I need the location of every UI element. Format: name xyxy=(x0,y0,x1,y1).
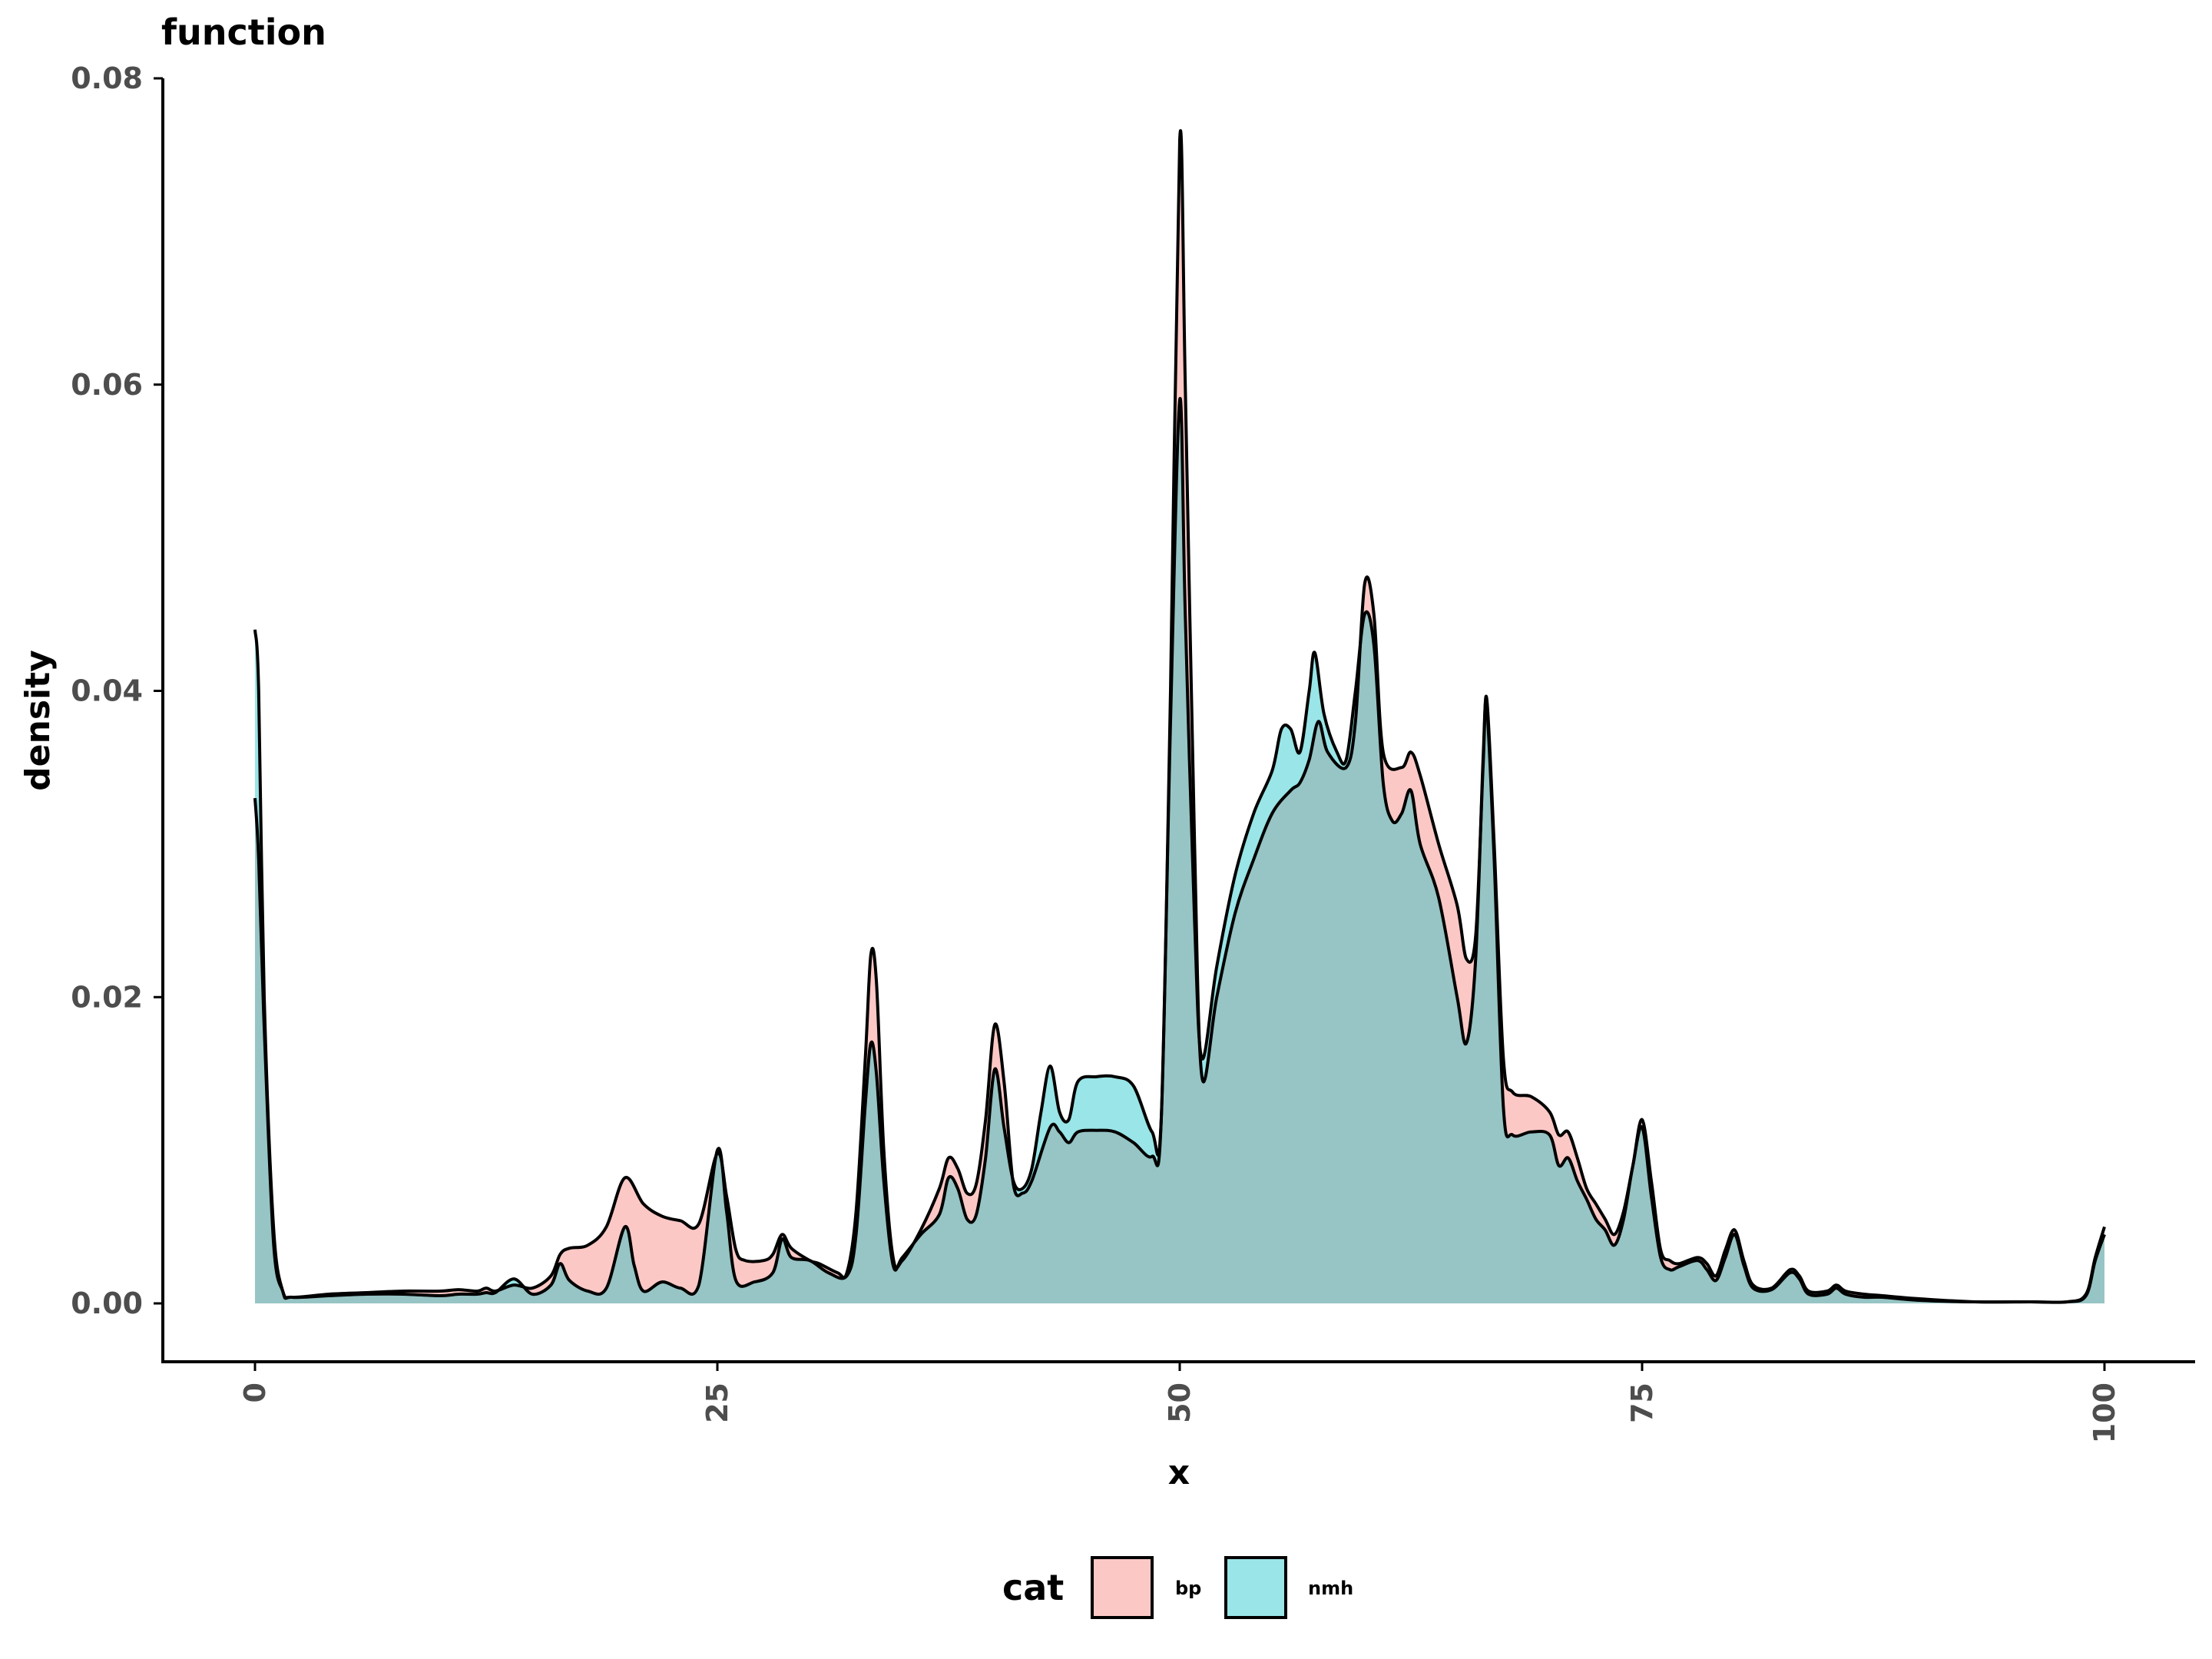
density-area-nmh xyxy=(255,398,2104,1303)
x-tick-label: 100 xyxy=(2088,1382,2121,1443)
x-axis-label: x xyxy=(1168,1453,1190,1492)
x-tick-label: 25 xyxy=(700,1382,734,1423)
density-areas xyxy=(253,129,2106,1304)
y-tick-label: 0.00 xyxy=(71,1286,143,1320)
density-line-nmh xyxy=(253,396,2106,1304)
x-tick-label: 50 xyxy=(1163,1382,1197,1423)
y-tick-label: 0.08 xyxy=(71,61,143,95)
density-area-bp xyxy=(255,131,2104,1303)
legend-key-bp xyxy=(1091,1556,1154,1619)
legend-label-nmh: nmh xyxy=(1308,1578,1353,1599)
y-tick-label: 0.06 xyxy=(71,368,143,402)
y-axis-ticks: 0.00 0.02 0.04 0.06 0.08 xyxy=(71,61,163,1320)
legend: cat bp nmh xyxy=(1002,1556,1353,1619)
y-axis-label: density xyxy=(18,650,58,791)
y-tick-label: 0.02 xyxy=(71,980,143,1014)
density-line-bp xyxy=(253,129,2106,1304)
chart-title: function xyxy=(161,12,326,53)
x-axis-ticks: 0 25 50 75 100 xyxy=(238,1362,2121,1443)
legend-title: cat xyxy=(1002,1567,1064,1608)
x-tick-label: 75 xyxy=(1625,1382,1659,1423)
x-tick-label: 0 xyxy=(238,1382,272,1402)
y-tick-label: 0.04 xyxy=(71,674,143,708)
legend-key-nmh xyxy=(1224,1556,1287,1619)
legend-label-bp: bp xyxy=(1175,1578,1201,1599)
